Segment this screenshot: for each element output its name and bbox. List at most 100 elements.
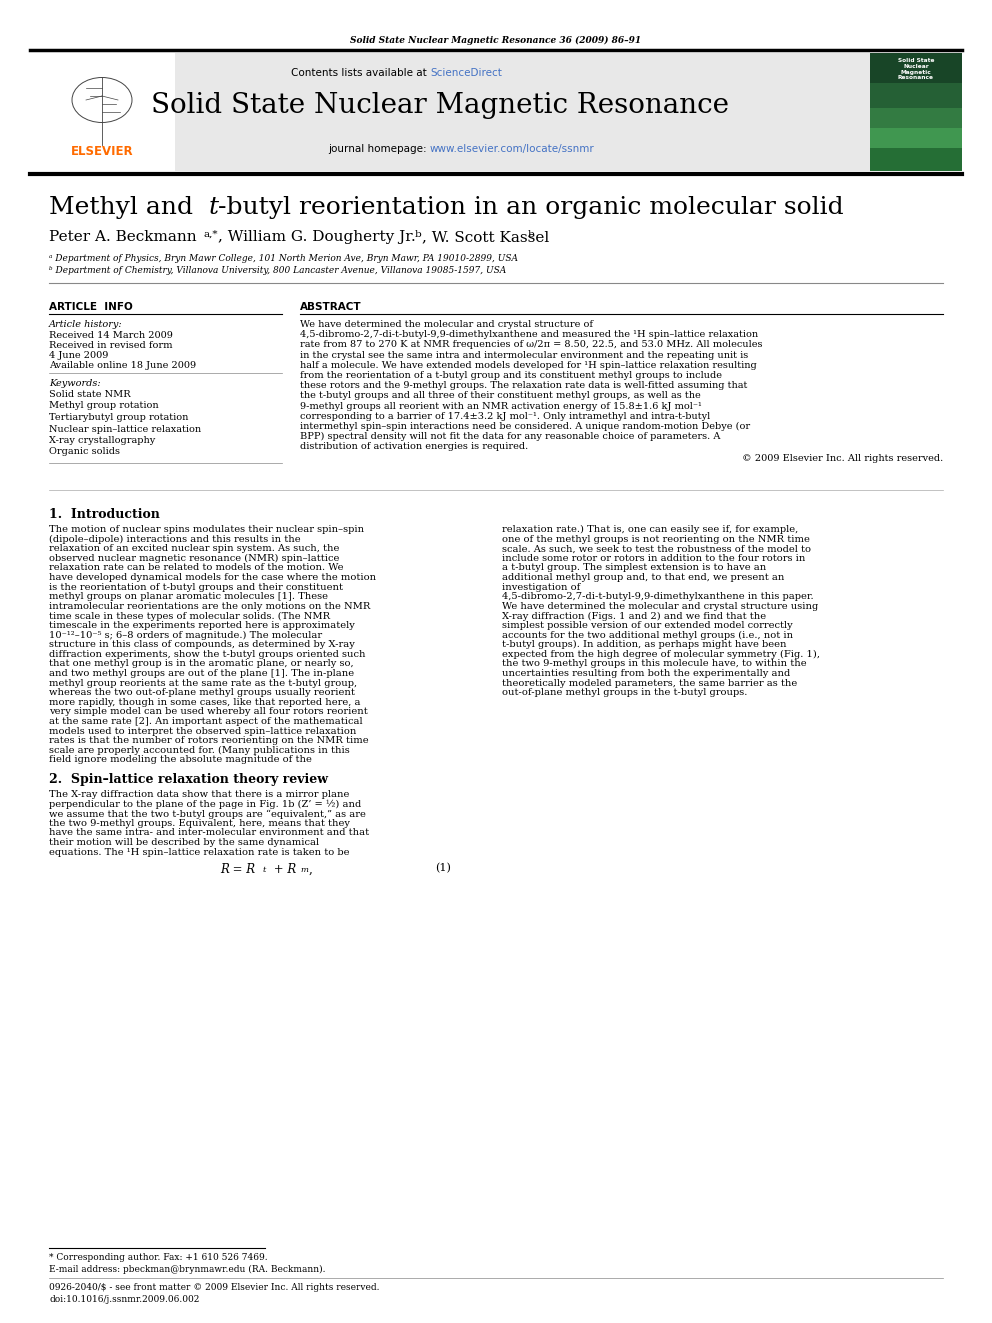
Text: ABSTRACT: ABSTRACT — [300, 302, 362, 312]
Text: a,*: a,* — [204, 230, 218, 239]
Text: The X-ray diffraction data show that there is a mirror plane: The X-ray diffraction data show that the… — [49, 790, 349, 799]
Text: expected from the high degree of molecular symmetry (Fig. 1),: expected from the high degree of molecul… — [502, 650, 820, 659]
Text: models used to interpret the observed spin–lattice relaxation: models used to interpret the observed sp… — [49, 726, 356, 736]
Text: b: b — [528, 230, 535, 239]
Text: out-of-plane methyl groups in the t-butyl groups.: out-of-plane methyl groups in the t-buty… — [502, 688, 747, 697]
Text: additional methyl group and, to that end, we present an: additional methyl group and, to that end… — [502, 573, 785, 582]
Text: 4,5-dibromo-2,7-di-t-butyl-9,9-dimethylxanthene and measured the ¹H spin–lattice: 4,5-dibromo-2,7-di-t-butyl-9,9-dimethylx… — [300, 331, 758, 339]
Text: 0926-2040/$ - see front matter © 2009 Elsevier Inc. All rights reserved.: 0926-2040/$ - see front matter © 2009 El… — [49, 1283, 380, 1293]
Text: X-ray crystallography: X-ray crystallography — [49, 437, 156, 445]
Text: R = R: R = R — [220, 863, 255, 876]
Text: The motion of nuclear spins modulates their nuclear spin–spin: The motion of nuclear spins modulates th… — [49, 525, 364, 534]
Text: + R: + R — [270, 863, 297, 876]
Text: we assume that the two t-butyl groups are “equivalent,” as are: we assume that the two t-butyl groups ar… — [49, 810, 366, 819]
Text: m: m — [300, 867, 308, 875]
Text: Methyl and: Methyl and — [49, 196, 201, 220]
Text: ELSEVIER: ELSEVIER — [70, 146, 133, 157]
Text: -butyl reorientation in an organic molecular solid: -butyl reorientation in an organic molec… — [218, 196, 843, 220]
Text: b: b — [415, 230, 422, 239]
Text: relaxation rate can be related to models of the motion. We: relaxation rate can be related to models… — [49, 564, 343, 573]
Text: scale. As such, we seek to test the robustness of the model to: scale. As such, we seek to test the robu… — [502, 544, 811, 553]
Text: accounts for the two additional methyl groups (i.e., not in: accounts for the two additional methyl g… — [502, 631, 794, 640]
Bar — [870, 148, 962, 171]
Text: Solid State Nuclear Magnetic Resonance: Solid State Nuclear Magnetic Resonance — [151, 93, 729, 119]
Text: Article history:: Article history: — [49, 320, 123, 329]
Text: whereas the two out-of-plane methyl groups usually reorient: whereas the two out-of-plane methyl grou… — [49, 688, 355, 697]
Text: (dipole–dipole) interactions and this results in the: (dipole–dipole) interactions and this re… — [49, 534, 301, 544]
Text: * Corresponding author. Fax: +1 610 526 7469.: * Corresponding author. Fax: +1 610 526 … — [49, 1253, 268, 1262]
Text: We have determined the molecular and crystal structure using: We have determined the molecular and cry… — [502, 602, 818, 611]
Text: from the reorientation of a t-butyl group and its constituent methyl groups to i: from the reorientation of a t-butyl grou… — [300, 370, 722, 380]
Text: ,: , — [309, 863, 312, 876]
Text: Solid state NMR: Solid state NMR — [49, 390, 131, 400]
Text: Keywords:: Keywords: — [49, 378, 100, 388]
Text: Methyl group rotation: Methyl group rotation — [49, 401, 159, 410]
Text: © 2009 Elsevier Inc. All rights reserved.: © 2009 Elsevier Inc. All rights reserved… — [742, 454, 943, 463]
Text: 9-methyl groups all reorient with an NMR activation energy of 15.8±1.6 kJ mol⁻¹: 9-methyl groups all reorient with an NMR… — [300, 402, 702, 410]
Text: Received 14 March 2009: Received 14 March 2009 — [49, 331, 173, 340]
Text: 10⁻¹²–10⁻⁵ s; 6–8 orders of magnitude.) The molecular: 10⁻¹²–10⁻⁵ s; 6–8 orders of magnitude.) … — [49, 631, 322, 640]
Text: the t-butyl groups and all three of their constituent methyl groups, as well as : the t-butyl groups and all three of thei… — [300, 392, 700, 401]
Text: have developed dynamical models for the case where the motion: have developed dynamical models for the … — [49, 573, 376, 582]
Text: doi:10.1016/j.ssnmr.2009.06.002: doi:10.1016/j.ssnmr.2009.06.002 — [49, 1295, 199, 1304]
Text: a t-butyl group. The simplest extension is to have an: a t-butyl group. The simplest extension … — [502, 564, 766, 573]
Text: the two 9-methyl groups. Equivalent, here, means that they: the two 9-methyl groups. Equivalent, her… — [49, 819, 350, 828]
Text: their motion will be described by the same dynamical: their motion will be described by the sa… — [49, 837, 319, 847]
Text: 4,5-dibromo-2,7-di-t-butyl-9,9-dimethylxanthene in this paper.: 4,5-dibromo-2,7-di-t-butyl-9,9-dimethylx… — [502, 593, 813, 601]
Text: at the same rate [2]. An important aspect of the mathematical: at the same rate [2]. An important aspec… — [49, 717, 363, 726]
Text: intramolecular reorientations are the only motions on the NMR: intramolecular reorientations are the on… — [49, 602, 370, 611]
Text: one of the methyl groups is not reorienting on the NMR time: one of the methyl groups is not reorient… — [502, 534, 809, 544]
Text: intermethyl spin–spin interactions need be considered. A unique random-motion De: intermethyl spin–spin interactions need … — [300, 422, 750, 431]
Text: Tertiarybutyl group rotation: Tertiarybutyl group rotation — [49, 413, 188, 422]
Bar — [30, 53, 870, 171]
Text: Organic solids: Organic solids — [49, 447, 120, 456]
Text: rates is that the number of rotors reorienting on the NMR time: rates is that the number of rotors reori… — [49, 736, 369, 745]
Text: perpendicular to the plane of the page in Fig. 1b (Z’ = ½) and: perpendicular to the plane of the page i… — [49, 799, 361, 808]
Text: Received in revised form: Received in revised form — [49, 341, 173, 351]
Text: Peter A. Beckmann: Peter A. Beckmann — [49, 230, 201, 243]
Text: that one methyl group is in the aromatic plane, or nearly so,: that one methyl group is in the aromatic… — [49, 659, 353, 668]
Text: t: t — [263, 867, 267, 875]
Text: ᵃ Department of Physics, Bryn Mawr College, 101 North Merion Ave, Bryn Mawr, PA : ᵃ Department of Physics, Bryn Mawr Colle… — [49, 254, 518, 263]
Text: these rotors and the 9-methyl groups. The relaxation rate data is well-fitted as: these rotors and the 9-methyl groups. Th… — [300, 381, 747, 390]
Text: Solid State Nuclear Magnetic Resonance 36 (2009) 86–91: Solid State Nuclear Magnetic Resonance 3… — [350, 36, 642, 45]
Text: observed nuclear magnetic resonance (NMR) spin–lattice: observed nuclear magnetic resonance (NMR… — [49, 554, 339, 562]
Text: structure in this class of compounds, as determined by X-ray: structure in this class of compounds, as… — [49, 640, 355, 650]
Text: include some rotor or rotors in addition to the four rotors in: include some rotor or rotors in addition… — [502, 554, 806, 562]
Text: corresponding to a barrier of 17.4±3.2 kJ mol⁻¹. Only intramethyl and intra-t-bu: corresponding to a barrier of 17.4±3.2 k… — [300, 411, 710, 421]
Text: field ignore modeling the absolute magnitude of the: field ignore modeling the absolute magni… — [49, 755, 311, 765]
Text: timescale in the experiments reported here is approximately: timescale in the experiments reported he… — [49, 620, 355, 630]
Text: in the crystal see the same intra and intermolecular environment and the repeati: in the crystal see the same intra and in… — [300, 351, 748, 360]
Text: (1): (1) — [435, 863, 451, 873]
Text: simplest possible version of our extended model correctly: simplest possible version of our extende… — [502, 620, 793, 630]
Text: very simple model can be used whereby all four rotors reorient: very simple model can be used whereby al… — [49, 708, 368, 716]
Text: 1.  Introduction: 1. Introduction — [49, 508, 160, 521]
Text: methyl groups on planar aromatic molecules [1]. These: methyl groups on planar aromatic molecul… — [49, 593, 328, 601]
Text: journal homepage:: journal homepage: — [328, 144, 430, 153]
Text: ScienceDirect: ScienceDirect — [430, 67, 502, 78]
Text: rate from 87 to 270 K at NMR frequencies of ω/2π = 8.50, 22.5, and 53.0 MHz. All: rate from 87 to 270 K at NMR frequencies… — [300, 340, 763, 349]
Text: 4 June 2009: 4 June 2009 — [49, 351, 108, 360]
Bar — [870, 128, 962, 148]
Text: more rapidly, though in some cases, like that reported here, a: more rapidly, though in some cases, like… — [49, 697, 360, 706]
Text: the two 9-methyl groups in this molecule have, to within the: the two 9-methyl groups in this molecule… — [502, 659, 806, 668]
Text: time scale in these types of molecular solids. (The NMR: time scale in these types of molecular s… — [49, 611, 330, 620]
Text: diffraction experiments, show the t-butyl groups oriented such: diffraction experiments, show the t-buty… — [49, 650, 365, 659]
Text: BPP) spectral density will not fit the data for any reasonable choice of paramet: BPP) spectral density will not fit the d… — [300, 433, 720, 442]
Text: We have determined the molecular and crystal structure of: We have determined the molecular and cry… — [300, 320, 593, 329]
Text: distribution of activation energies is required.: distribution of activation energies is r… — [300, 442, 529, 451]
Bar — [870, 53, 962, 171]
Text: www.elsevier.com/locate/ssnmr: www.elsevier.com/locate/ssnmr — [430, 144, 595, 153]
Text: , W. Scott Kassel: , W. Scott Kassel — [422, 230, 555, 243]
Text: ARTICLE  INFO: ARTICLE INFO — [49, 302, 133, 312]
Text: , William G. Dougherty Jr.: , William G. Dougherty Jr. — [218, 230, 416, 243]
Text: Nuclear spin–lattice relaxation: Nuclear spin–lattice relaxation — [49, 425, 201, 434]
Text: relaxation rate.) That is, one can easily see if, for example,: relaxation rate.) That is, one can easil… — [502, 525, 799, 534]
Text: uncertainties resulting from both the experimentally and: uncertainties resulting from both the ex… — [502, 669, 791, 677]
Text: E-mail address: pbeckman@brynmawr.edu (RA. Beckmann).: E-mail address: pbeckman@brynmawr.edu (R… — [49, 1265, 325, 1274]
Text: have the same intra- and inter-molecular environment and that: have the same intra- and inter-molecular… — [49, 828, 369, 837]
Bar — [870, 83, 962, 108]
Text: t: t — [209, 196, 219, 220]
Text: ᵇ Department of Chemistry, Villanova University, 800 Lancaster Avenue, Villanova: ᵇ Department of Chemistry, Villanova Uni… — [49, 266, 506, 275]
Bar — [30, 53, 175, 171]
